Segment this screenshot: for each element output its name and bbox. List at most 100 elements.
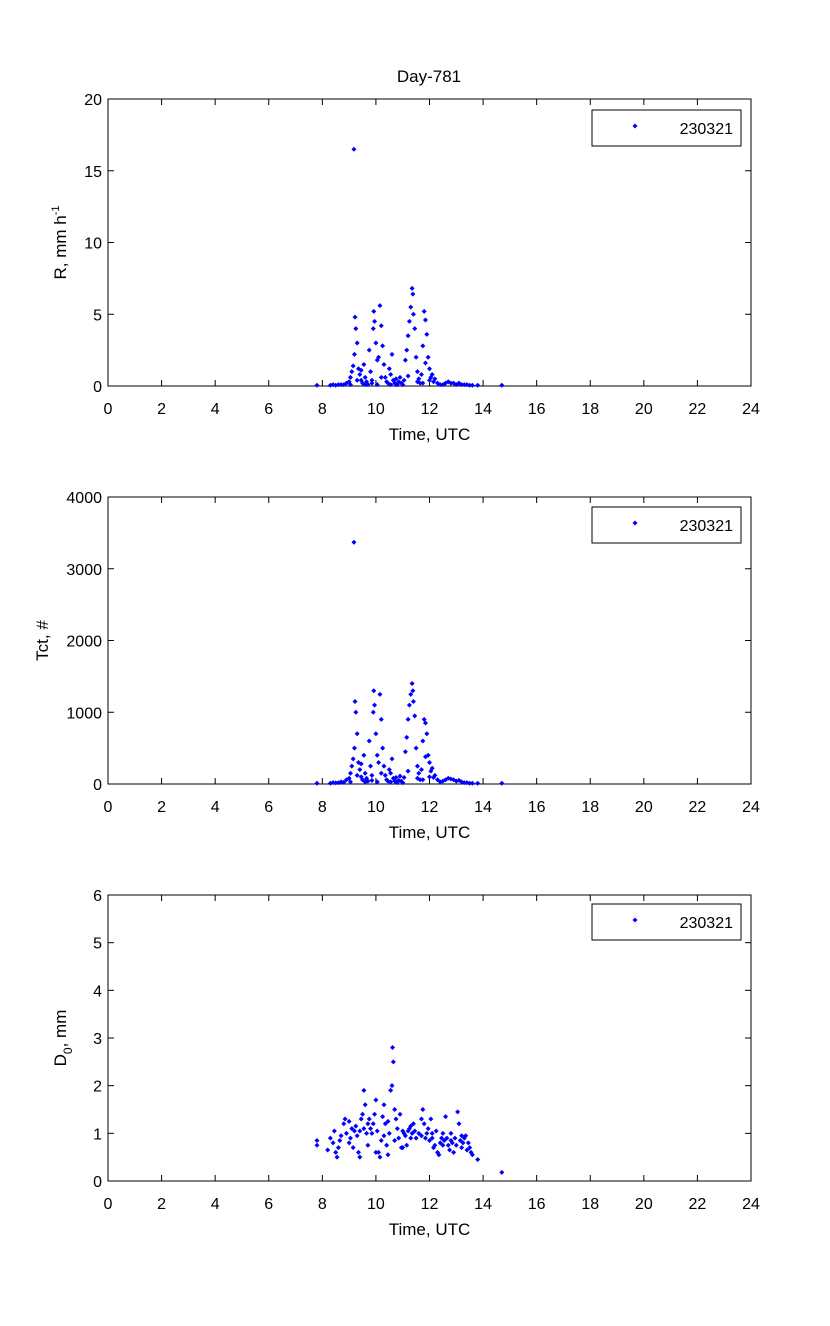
data-point xyxy=(401,775,407,781)
data-point xyxy=(314,382,320,388)
data-point xyxy=(366,738,372,744)
data-point xyxy=(392,1107,398,1112)
x-tick-label: 12 xyxy=(421,799,439,816)
data-point xyxy=(388,1087,394,1093)
y-axis-label: D0, mm xyxy=(51,1010,75,1067)
data-point xyxy=(464,1147,470,1153)
data-point xyxy=(370,1121,376,1127)
data-point xyxy=(397,374,403,380)
data-point xyxy=(427,366,432,372)
data-point xyxy=(327,1135,333,1141)
data-point xyxy=(448,1137,454,1143)
chart-title: Day-781 xyxy=(397,67,461,86)
data-point xyxy=(364,1130,370,1136)
data-point xyxy=(422,754,428,760)
data-point xyxy=(377,1154,383,1160)
data-point xyxy=(405,716,411,722)
data-point xyxy=(448,380,454,386)
x-tick-label: 16 xyxy=(528,799,546,816)
data-point xyxy=(427,774,432,780)
data-point xyxy=(428,1116,434,1122)
data-point xyxy=(432,1142,438,1148)
data-point xyxy=(390,1059,396,1065)
data-point xyxy=(382,374,388,380)
data-point xyxy=(393,376,399,382)
data-point xyxy=(425,354,431,360)
data-point xyxy=(347,1135,353,1141)
data-point xyxy=(350,1145,356,1151)
data-point xyxy=(424,331,430,337)
x-tick-label: 4 xyxy=(211,401,220,418)
data-point xyxy=(352,698,358,704)
data-point xyxy=(372,318,378,324)
data-point xyxy=(425,1126,431,1132)
data-point xyxy=(325,1147,331,1153)
x-tick-label: 24 xyxy=(742,401,760,418)
x-axis-label: Time, UTC xyxy=(389,425,471,444)
data-point xyxy=(354,1133,360,1139)
data-point xyxy=(350,363,356,369)
data-point xyxy=(388,770,394,776)
data-point xyxy=(455,1109,461,1115)
data-point xyxy=(416,770,422,776)
data-point xyxy=(427,1137,432,1143)
data-point xyxy=(437,382,443,388)
data-point xyxy=(350,756,356,762)
data-point xyxy=(386,366,392,372)
data-point xyxy=(447,1147,453,1153)
data-point xyxy=(369,380,375,386)
data-point xyxy=(469,382,475,388)
x-tick-label: 6 xyxy=(264,799,273,816)
data-point xyxy=(381,361,387,367)
data-point xyxy=(354,731,360,737)
data-point xyxy=(397,773,403,779)
x-tick-label: 22 xyxy=(689,799,707,816)
data-point xyxy=(405,333,411,339)
data-point xyxy=(338,382,344,388)
data-point xyxy=(467,780,473,786)
x-axis-label: Time, UTC xyxy=(389,823,471,842)
data-point xyxy=(381,1133,387,1139)
data-point xyxy=(413,354,419,360)
data-point xyxy=(351,1128,357,1134)
legend-label: 230321 xyxy=(680,121,733,138)
x-tick-label: 18 xyxy=(581,1196,599,1213)
data-point xyxy=(400,1145,406,1151)
data-point xyxy=(459,382,465,388)
data-point xyxy=(459,1133,465,1139)
data-point xyxy=(422,1135,428,1141)
data-point xyxy=(441,1137,447,1143)
data-point xyxy=(365,382,371,388)
data-point xyxy=(354,772,360,778)
data-point xyxy=(362,1102,368,1108)
data-point xyxy=(382,1121,388,1127)
data-point xyxy=(418,1133,424,1139)
data-point xyxy=(373,1149,379,1155)
data-point xyxy=(475,780,481,786)
data-point xyxy=(372,702,378,708)
data-point xyxy=(413,1135,419,1141)
data-point xyxy=(429,1135,435,1141)
data-point xyxy=(401,377,407,383)
data-point xyxy=(400,382,406,388)
data-point xyxy=(334,1154,340,1160)
data-point xyxy=(429,372,435,378)
y-tick-label: 5 xyxy=(93,307,102,324)
data-point xyxy=(397,1111,403,1117)
data-point xyxy=(384,1142,390,1148)
x-tick-label: 16 xyxy=(528,1196,546,1213)
legend-box xyxy=(591,506,742,544)
data-point xyxy=(499,780,505,786)
data-point xyxy=(404,734,410,740)
total-count-panel: 0 2 4 6 8 10 12 14 16 18 20 22 2401000200030004000Ti… xyxy=(33,490,760,842)
data-point xyxy=(371,688,377,694)
data-point xyxy=(460,1140,466,1146)
x-tick-label: 2 xyxy=(157,799,166,816)
data-point xyxy=(351,351,357,357)
y-tick-label: 1000 xyxy=(66,705,102,722)
data-point xyxy=(380,343,386,349)
data-point xyxy=(418,1116,424,1122)
data-point xyxy=(353,709,359,715)
data-point xyxy=(385,1152,391,1158)
